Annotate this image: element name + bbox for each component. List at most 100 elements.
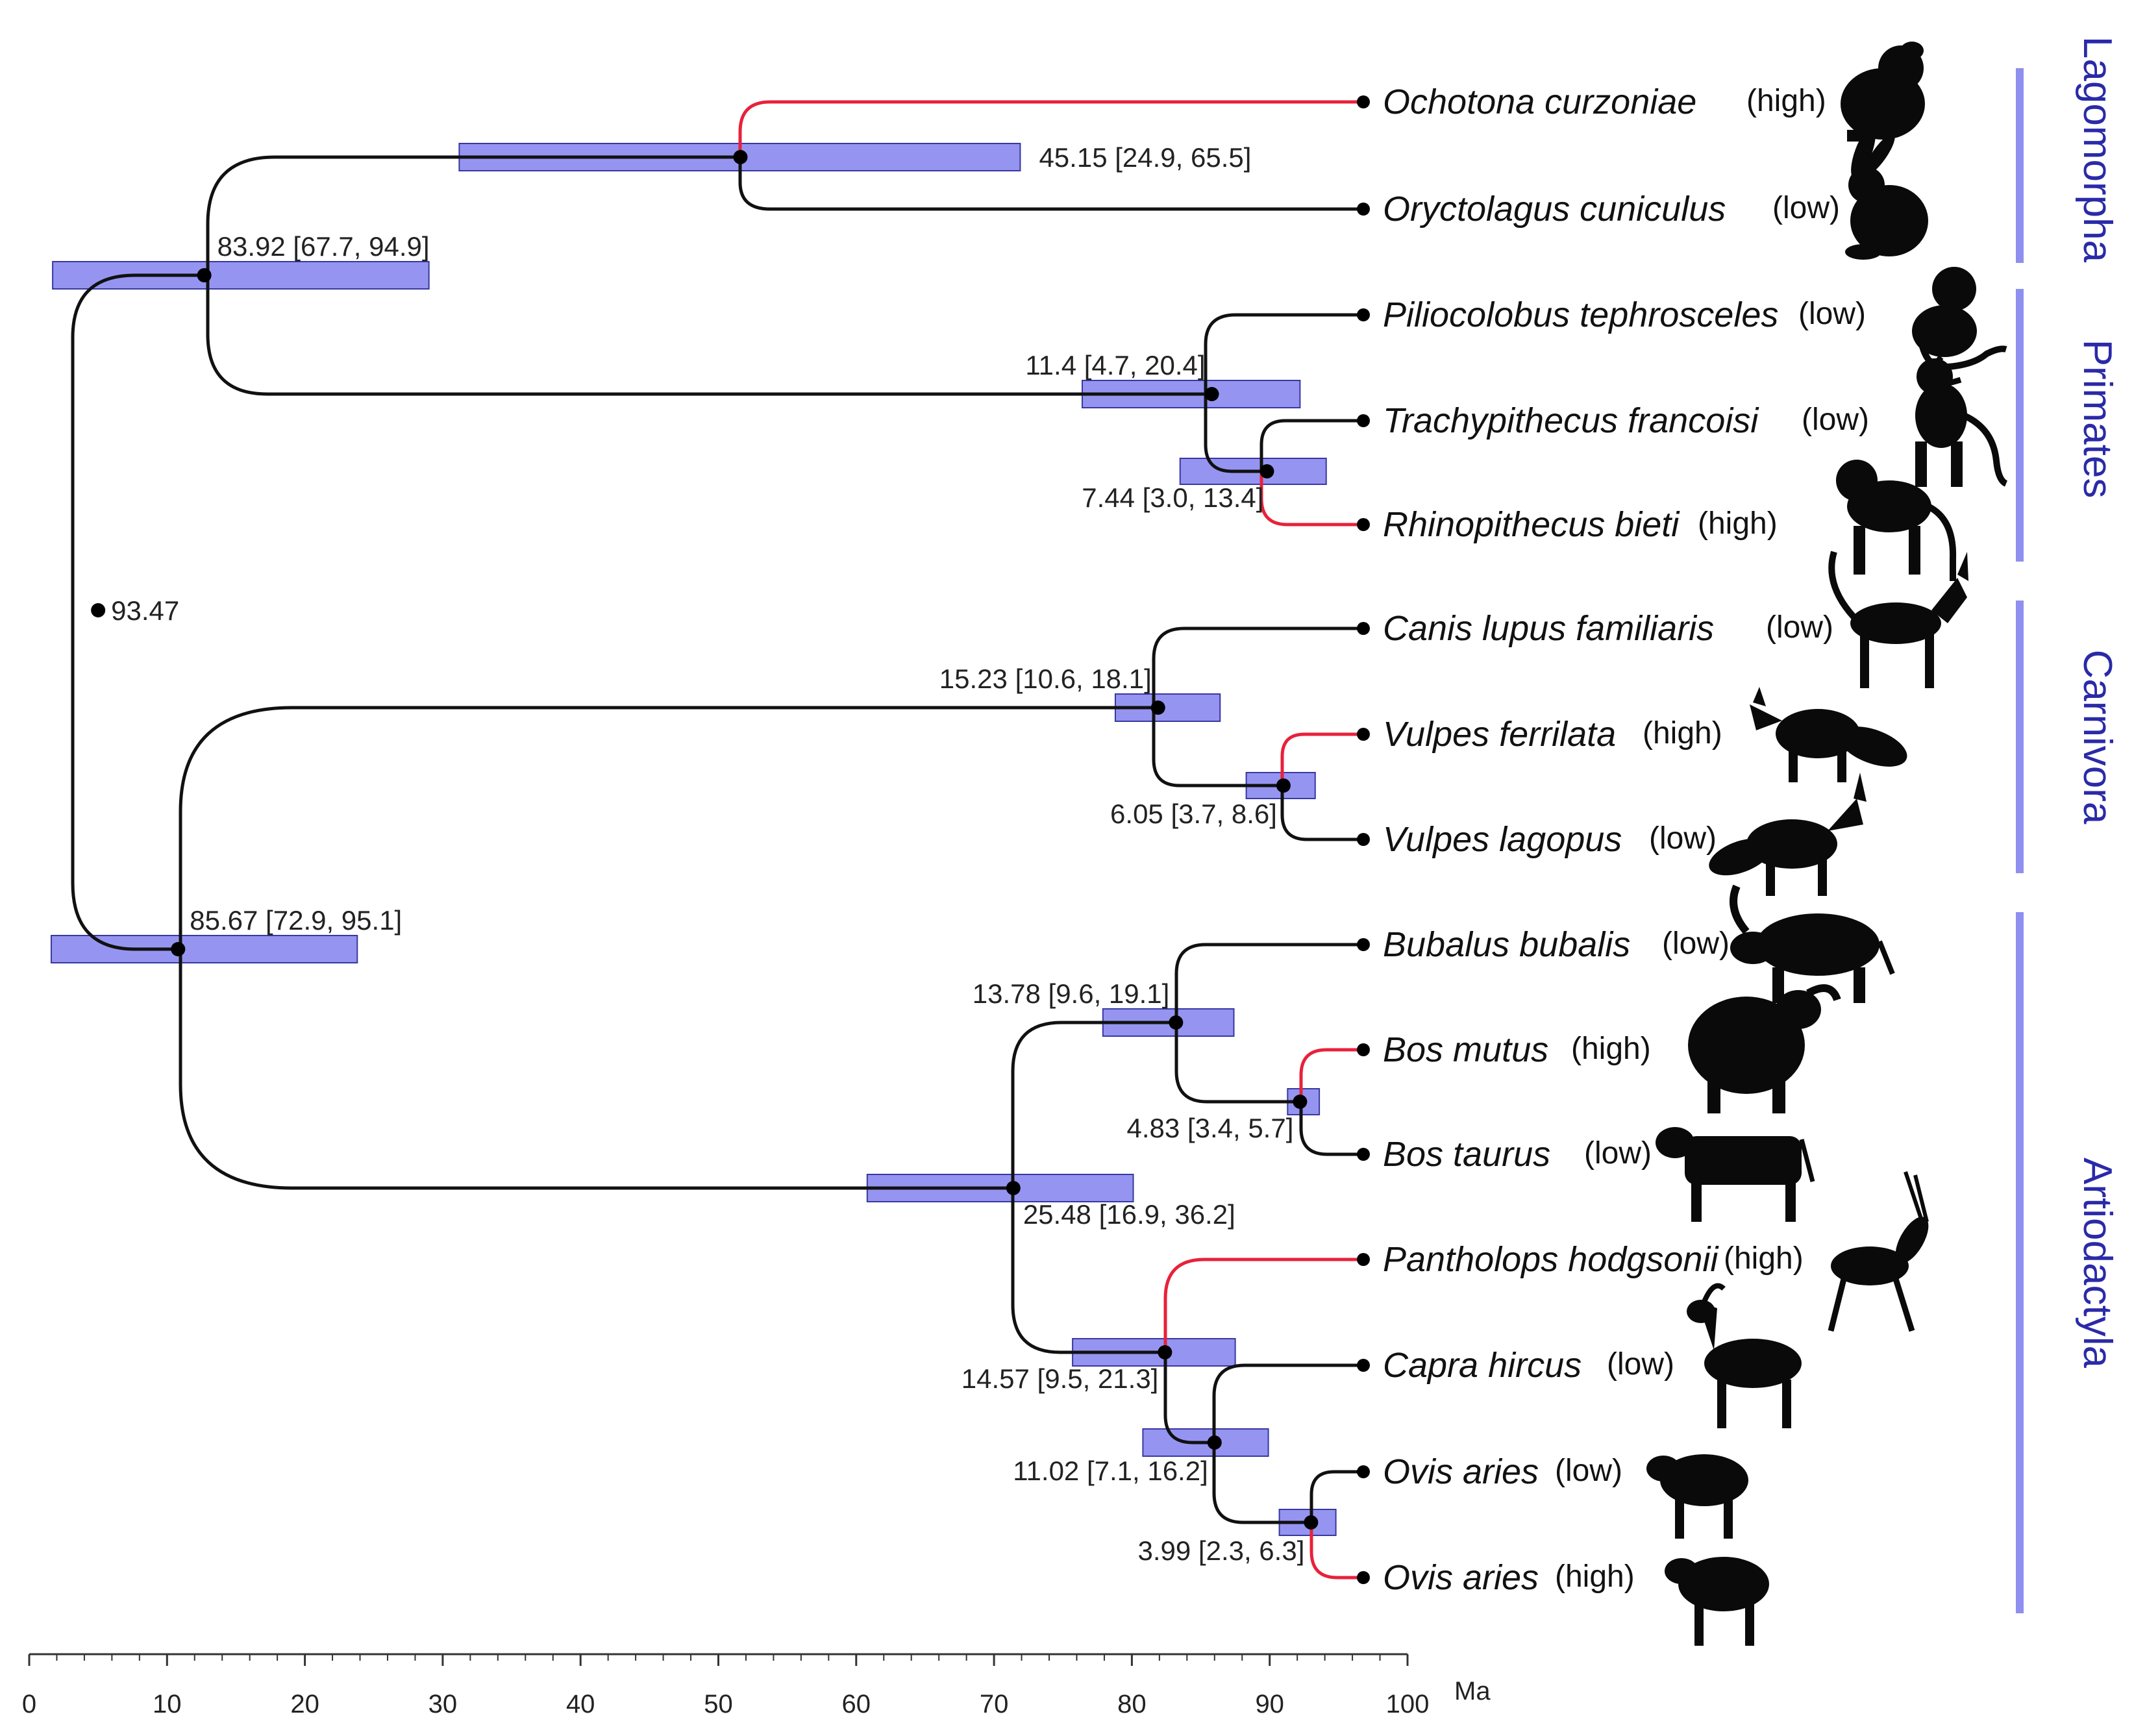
tip-dot-oryctolagus[interactable] (1357, 203, 1370, 216)
tip-dot-capra[interactable] (1357, 1359, 1370, 1372)
tibetan-fox-silhouette-icon (1750, 687, 1907, 782)
taxon-name-ovis_high[interactable]: Ovis aries (1383, 1558, 1539, 1597)
branch-capraovis-ovis (1212, 1443, 1311, 1524)
branch-lagomorpha-oryctolagus[interactable] (738, 157, 1363, 211)
silhouette-layer (1646, 42, 2008, 1646)
tip-dot-canis[interactable] (1357, 622, 1370, 635)
confidence-interval-bar-glires (52, 261, 430, 290)
node-age-label-carnivora: 15.23 [10.6, 18.1] (939, 663, 1152, 694)
order-label-lagomorpha: Lagomorpha (2075, 36, 2120, 263)
taxon-altitude-bubalus: (low) (1662, 926, 1730, 961)
branch-bos-taurus[interactable] (1299, 1102, 1363, 1156)
axis-tick-label: 100 (1386, 1690, 1430, 1718)
branch-glires-lagomorpha (206, 155, 740, 275)
taxon-altitude-rhinopithecus: (high) (1698, 506, 1778, 541)
node-dot-ovis[interactable] (1304, 1515, 1319, 1530)
branch-bovini-bubalus[interactable] (1174, 943, 1363, 1023)
tip-dot-ovis_high[interactable] (1357, 1571, 1370, 1584)
taxon-name-bmutus[interactable]: Bos mutus (1383, 1030, 1548, 1069)
tip-dot-vlag[interactable] (1357, 833, 1370, 846)
node-dot-carnivora[interactable] (1150, 701, 1165, 715)
node-dot-caprinae[interactable] (1158, 1345, 1172, 1359)
branch-vulpes-ferrilata[interactable] (1280, 732, 1363, 786)
taxon-label-layer: Ochotona curzoniae (high) Oryctolagus cuni… (1383, 82, 1869, 1597)
node-dot-colobinae[interactable] (1259, 464, 1274, 478)
branch-ovis-high[interactable] (1309, 1522, 1363, 1580)
branch-colobinae-trachypithecus[interactable] (1259, 419, 1363, 471)
branch-bos-mutus[interactable] (1299, 1048, 1363, 1102)
taxon-name-vferr[interactable]: Vulpes ferrilata (1383, 715, 1616, 754)
tip-dot-rhinopithecus[interactable] (1357, 518, 1370, 531)
node-dot-laur[interactable] (171, 942, 186, 956)
branch-ovis-low[interactable] (1309, 1470, 1363, 1522)
branch-primates-colobinae (1204, 394, 1261, 473)
taxon-name-trachypithecus[interactable]: Trachypithecus francoisi (1383, 401, 1759, 440)
taxon-name-rhinopithecus[interactable]: Rhinopithecus bieti (1383, 505, 1680, 544)
node-dot-artio[interactable] (1006, 1181, 1021, 1195)
branch-colobinae-rhinopithecus[interactable] (1259, 471, 1363, 527)
taxon-name-pantholops[interactable]: Pantholops hodgsonii (1383, 1240, 1719, 1279)
node-dot-bovini[interactable] (1169, 1015, 1184, 1030)
goat-silhouette-icon (1687, 1283, 1802, 1428)
tip-dot-trachypithecus[interactable] (1357, 414, 1370, 427)
tip-dot-bubalus[interactable] (1357, 938, 1370, 951)
yak-silhouette-icon (1688, 984, 1841, 1113)
branch-capraovis-capra[interactable] (1212, 1363, 1363, 1443)
taxon-name-canis[interactable]: Canis lupus familiaris (1383, 609, 1714, 648)
axis-tick-label: 50 (704, 1690, 733, 1718)
pika-silhouette-icon (1841, 42, 1925, 142)
branch-root-laurasiatheria (71, 610, 180, 951)
axis-tick-label: 80 (1117, 1690, 1147, 1718)
tip-dot-btaurus[interactable] (1357, 1148, 1370, 1161)
branch-lagomorpha-ochotona[interactable] (738, 100, 1363, 157)
node-age-label-bos: 4.83 [3.4, 5.7] (1127, 1113, 1294, 1143)
taxon-name-piliocolobus[interactable]: Piliocolobus tephrosceles (1383, 295, 1778, 334)
node-dot-bos[interactable] (1293, 1095, 1308, 1109)
node-age-label-vulpes: 6.05 [3.7, 8.6] (1110, 799, 1277, 829)
node-layer: 93.47 83.92 [67.7, 94.9] 45.15 [24.9, 65.5… (91, 95, 1370, 1584)
tip-dot-piliocolobus[interactable] (1357, 308, 1370, 321)
branch-carnivora-canis[interactable] (1152, 626, 1363, 708)
taxon-altitude-pantholops: (high) (1724, 1241, 1804, 1276)
branch-layer (71, 100, 1363, 1580)
branch-caprinae-capraovis (1163, 1352, 1214, 1445)
branch-caprinae-pantholops[interactable] (1163, 1258, 1363, 1352)
node-dot-root[interactable] (91, 603, 106, 617)
colobus-monkey-silhouette-icon (1912, 267, 2007, 388)
taxon-altitude-canis: (low) (1766, 610, 1833, 645)
tip-dot-vferr[interactable] (1357, 728, 1370, 741)
taxon-name-oryctolagus[interactable]: Oryctolagus cuniculus (1383, 190, 1726, 229)
taxon-name-ovis_low[interactable]: Ovis aries (1383, 1452, 1539, 1491)
tip-dot-ochotona[interactable] (1357, 95, 1370, 108)
tip-dot-ovis_low[interactable] (1357, 1465, 1370, 1478)
taxon-altitude-capra: (low) (1607, 1347, 1674, 1382)
taxon-name-vlag[interactable]: Vulpes lagopus (1383, 820, 1622, 859)
branch-bovini-bos (1174, 1023, 1301, 1104)
node-age-label-artio: 25.48 [16.9, 36.2] (1023, 1199, 1235, 1230)
node-age-label-lago: 45.15 [24.9, 65.5] (1039, 142, 1251, 173)
branch-primates-piliocolobus[interactable] (1204, 313, 1363, 394)
taxon-name-ochotona[interactable]: Ochotona curzoniae (1383, 82, 1696, 121)
sheep-silhouette-icon (1665, 1557, 1769, 1646)
taxon-name-bubalus[interactable]: Bubalus bubalis (1383, 925, 1630, 964)
taxon-name-btaurus[interactable]: Bos taurus (1383, 1135, 1550, 1174)
node-dot-capraovis[interactable] (1207, 1435, 1222, 1450)
branch-vulpes-lagopus[interactable] (1280, 786, 1363, 841)
tip-dot-pantholops[interactable] (1357, 1253, 1370, 1266)
node-dot-glires[interactable] (197, 268, 212, 282)
order-bar-carnivora (2016, 601, 2024, 873)
arctic-fox-silhouette-icon (1709, 773, 1867, 896)
order-layer: Lagomorpha Primates Carnivora Artiodacty… (2016, 36, 2120, 1613)
order-bar-lagomorpha (2016, 68, 2024, 263)
taxon-name-capra[interactable]: Capra hircus (1383, 1346, 1582, 1385)
rabbit-silhouette-icon (1845, 127, 1928, 260)
node-age-label-ovis: 3.99 [2.3, 6.3] (1138, 1535, 1305, 1566)
node-dot-vulpes[interactable] (1276, 778, 1291, 793)
time-axis: 0 10 20 30 40 50 60 70 80 90 100 Ma (22, 1653, 1491, 1718)
tip-dot-bmutus[interactable] (1357, 1043, 1370, 1056)
node-age-label-root: 93.47 (111, 595, 179, 626)
node-dot-lago[interactable] (733, 150, 748, 164)
node-dot-primates[interactable] (1204, 387, 1219, 401)
taxon-altitude-ochotona: (high) (1746, 84, 1826, 118)
